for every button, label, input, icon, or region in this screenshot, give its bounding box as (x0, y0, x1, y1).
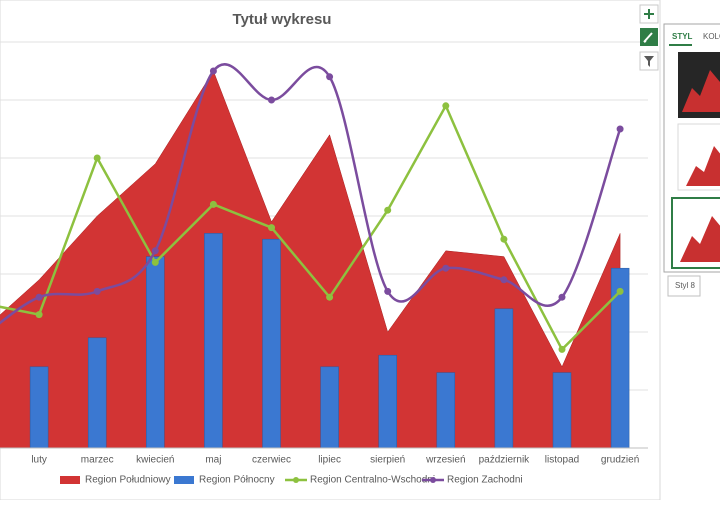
x-tick-label: sierpień (370, 455, 405, 466)
marker (93, 287, 101, 295)
marker (268, 96, 275, 104)
x-tick-label: maj (205, 455, 221, 466)
plus-icon (644, 9, 654, 19)
tab-style[interactable]: STYL (672, 32, 693, 41)
legend-label: Region Północny (199, 475, 275, 486)
marker (616, 125, 624, 133)
bar (146, 256, 165, 449)
brush-icon (643, 32, 653, 43)
marker (500, 235, 508, 243)
bar (494, 308, 514, 449)
x-tick-label: marzec (81, 455, 114, 466)
bar (87, 337, 107, 449)
tooltip-text: Styl 8 (675, 281, 696, 290)
marker (209, 67, 217, 75)
legend-marker (430, 477, 436, 483)
plot: luty marzec kwiecień maj czerwiec lipiec sierp… (0, 41, 648, 466)
marker (442, 264, 450, 272)
line (0, 63, 622, 325)
bar (320, 366, 339, 449)
bar (436, 372, 456, 449)
x-tick-label: październik (479, 455, 531, 466)
chart-title: Tytuł wykresu (233, 11, 332, 28)
legend-swatch (174, 476, 194, 484)
thumb-art (680, 216, 720, 262)
line (0, 102, 621, 352)
x-tick-label: lipiec (318, 455, 341, 466)
marker (558, 293, 566, 301)
marker (384, 206, 392, 214)
marker (93, 154, 101, 162)
marker (151, 258, 159, 266)
marker (326, 73, 334, 81)
legend: Region Południowy Region Północny Region C… (60, 475, 523, 486)
bar (29, 366, 49, 449)
bar (610, 267, 630, 449)
legend-label: Region Zachodni (447, 475, 523, 486)
bar (552, 372, 572, 449)
marker (616, 287, 624, 295)
legend-label: Region Południowy (85, 475, 171, 486)
x-tick-label: wrzesień (425, 455, 465, 466)
marker (500, 276, 508, 284)
marker (268, 224, 275, 232)
marker (384, 287, 392, 295)
legend-swatch (60, 476, 80, 484)
legend-marker (293, 477, 299, 483)
bar (204, 233, 223, 449)
marker (558, 345, 566, 353)
x-tick-label: czerwiec (252, 455, 291, 466)
thumb-art (686, 146, 720, 186)
x-tick-label: listopad (545, 455, 579, 466)
tooltip (667, 275, 701, 297)
legend-label: Region Centralno-Wschodni (310, 475, 435, 486)
bar (262, 238, 281, 449)
bar (378, 354, 397, 449)
x-tick-label: luty (31, 455, 47, 466)
thumb-art (682, 70, 720, 112)
marker (151, 247, 159, 255)
marker (326, 293, 334, 301)
marker (35, 293, 43, 301)
filter-icon (644, 56, 654, 67)
tab-color[interactable]: KOLOR (703, 32, 720, 41)
marker (209, 200, 217, 208)
x-tick-label: grudzień (601, 455, 639, 466)
marker (35, 311, 43, 319)
x-tick-label: kwiecień (136, 455, 174, 466)
marker (442, 102, 450, 110)
